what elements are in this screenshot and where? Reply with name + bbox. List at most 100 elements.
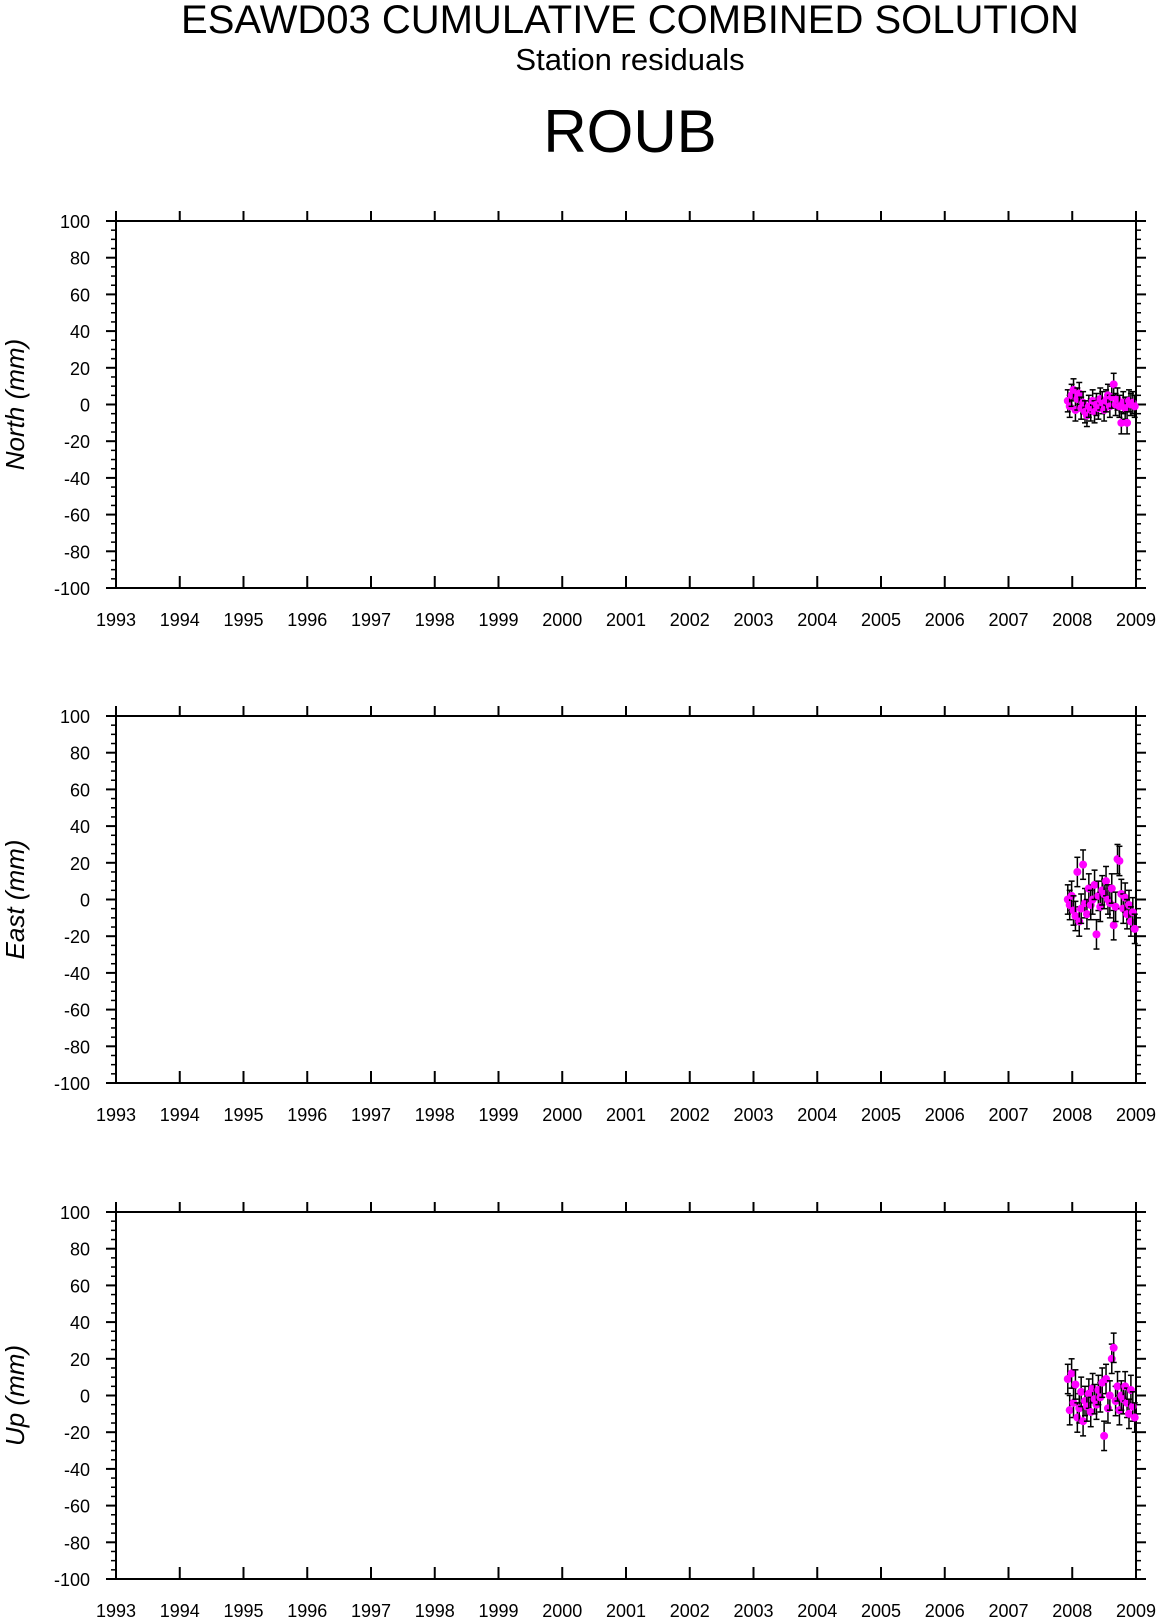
y-tick-label: -60 — [64, 1497, 90, 1517]
y-tick-label: 80 — [70, 1240, 90, 1260]
data-point — [1123, 418, 1132, 427]
data-point — [1079, 860, 1088, 869]
x-tick-label: 2005 — [861, 1105, 901, 1125]
x-tick-label: 2001 — [606, 610, 646, 630]
data-point — [1121, 893, 1130, 902]
data-point — [1107, 884, 1116, 893]
x-tick-label: 2005 — [861, 610, 901, 630]
x-tick-label: 2005 — [861, 1601, 901, 1621]
y-tick-label: 100 — [60, 212, 90, 232]
data-point — [1130, 1413, 1139, 1422]
data-point — [1111, 902, 1120, 911]
y-tick-label: 60 — [70, 1276, 90, 1296]
x-tick-label: 2001 — [606, 1105, 646, 1125]
data-point — [1092, 930, 1101, 939]
data-point — [1090, 880, 1099, 889]
data-point — [1071, 1380, 1080, 1389]
data-point — [1105, 1391, 1114, 1400]
x-tick-label: 1994 — [160, 1105, 200, 1125]
x-tick-label: 2004 — [797, 1105, 837, 1125]
y-tick-label: 20 — [70, 854, 90, 874]
data-point — [1075, 389, 1084, 398]
data-point — [1067, 1369, 1076, 1378]
y-tick-label: -80 — [64, 542, 90, 562]
x-tick-label: 2002 — [670, 1105, 710, 1125]
x-tick-label: 2000 — [542, 610, 582, 630]
x-tick-label: 1997 — [351, 1601, 391, 1621]
x-tick-label: 1995 — [223, 1105, 263, 1125]
plot-frame — [115, 715, 1137, 1084]
y-tick-label: -60 — [64, 506, 90, 526]
x-tick-label: 2006 — [925, 1105, 965, 1125]
y-tick-label: -80 — [64, 1533, 90, 1553]
data-point — [1107, 1354, 1116, 1363]
x-tick-label: 2007 — [988, 1601, 1028, 1621]
y-tick-label: -100 — [54, 579, 90, 599]
y-axis-label: East (mm) — [0, 840, 30, 960]
data-point — [1103, 1404, 1112, 1413]
data-point — [1130, 924, 1139, 933]
data-point — [1109, 921, 1118, 930]
x-tick-label: 2009 — [1116, 1105, 1156, 1125]
x-tick-label: 1997 — [351, 1105, 391, 1125]
x-tick-label: 1994 — [160, 610, 200, 630]
x-tick-label: 2009 — [1116, 1601, 1156, 1621]
plot-frame — [115, 220, 1137, 589]
x-tick-label: 2006 — [925, 610, 965, 630]
data-point — [1117, 418, 1126, 427]
x-tick-label: 2008 — [1052, 610, 1092, 630]
y-tick-label: 40 — [70, 1313, 90, 1333]
panel-up: 1993 1994 1995 1996 1997 1998 1999 2000 2001 2002… — [0, 1202, 1156, 1621]
data-point — [1126, 1385, 1135, 1394]
y-tick-label: -20 — [64, 1423, 90, 1443]
plot-frame — [115, 1211, 1137, 1580]
y-tick-label: -20 — [64, 927, 90, 947]
y-tick-label: -100 — [54, 1570, 90, 1590]
station-name: ROUB — [543, 98, 717, 165]
data-point — [1075, 917, 1084, 926]
data-point — [1073, 867, 1082, 876]
x-tick-label: 2008 — [1052, 1601, 1092, 1621]
x-tick-label: 1993 — [96, 1105, 136, 1125]
y-tick-label: 20 — [70, 359, 90, 379]
x-tick-label: 1999 — [478, 610, 518, 630]
data-point — [1124, 901, 1133, 910]
y-tick-label: -100 — [54, 1074, 90, 1094]
data-point — [1096, 902, 1105, 911]
y-tick-label: 60 — [70, 780, 90, 800]
data-point — [1082, 910, 1091, 919]
data-point — [1102, 877, 1111, 886]
data-point — [1115, 856, 1124, 865]
data-point — [1079, 1417, 1088, 1426]
data-point — [1094, 1385, 1103, 1394]
panel-east: 1993 1994 1995 1996 1997 1998 1999 2000 2001 2002… — [0, 706, 1156, 1125]
panel-north: 1993 1994 1995 1996 1997 1998 1999 2000 2001 2002… — [0, 211, 1156, 630]
data-point — [1124, 1409, 1133, 1418]
y-tick-label: 0 — [80, 891, 90, 911]
x-tick-label: 2004 — [797, 610, 837, 630]
x-tick-label: 2002 — [670, 610, 710, 630]
y-tick-label: -40 — [64, 1460, 90, 1480]
x-tick-label: 2007 — [988, 610, 1028, 630]
x-tick-label: 2006 — [925, 1601, 965, 1621]
x-tick-label: 2002 — [670, 1601, 710, 1621]
data-point — [1121, 404, 1130, 413]
x-tick-label: 1993 — [96, 610, 136, 630]
x-tick-label: 2008 — [1052, 1105, 1092, 1125]
data-point — [1086, 1408, 1095, 1417]
data-point — [1109, 1343, 1118, 1352]
x-tick-label: 1999 — [478, 1601, 518, 1621]
y-tick-label: -80 — [64, 1037, 90, 1057]
data-point — [1100, 1431, 1109, 1440]
x-tick-label: 1993 — [96, 1601, 136, 1621]
y-tick-label: 80 — [70, 744, 90, 764]
data-point — [1113, 1382, 1122, 1391]
data-point — [1065, 1406, 1074, 1415]
y-tick-label: 80 — [70, 249, 90, 269]
data-point — [1069, 1398, 1078, 1407]
y-tick-label: 60 — [70, 285, 90, 305]
chart-title: ESAWD03 CUMULATIVE COMBINED SOLUTION — [181, 0, 1079, 42]
x-tick-label: 2007 — [988, 1105, 1028, 1125]
x-tick-label: 1999 — [478, 1105, 518, 1125]
